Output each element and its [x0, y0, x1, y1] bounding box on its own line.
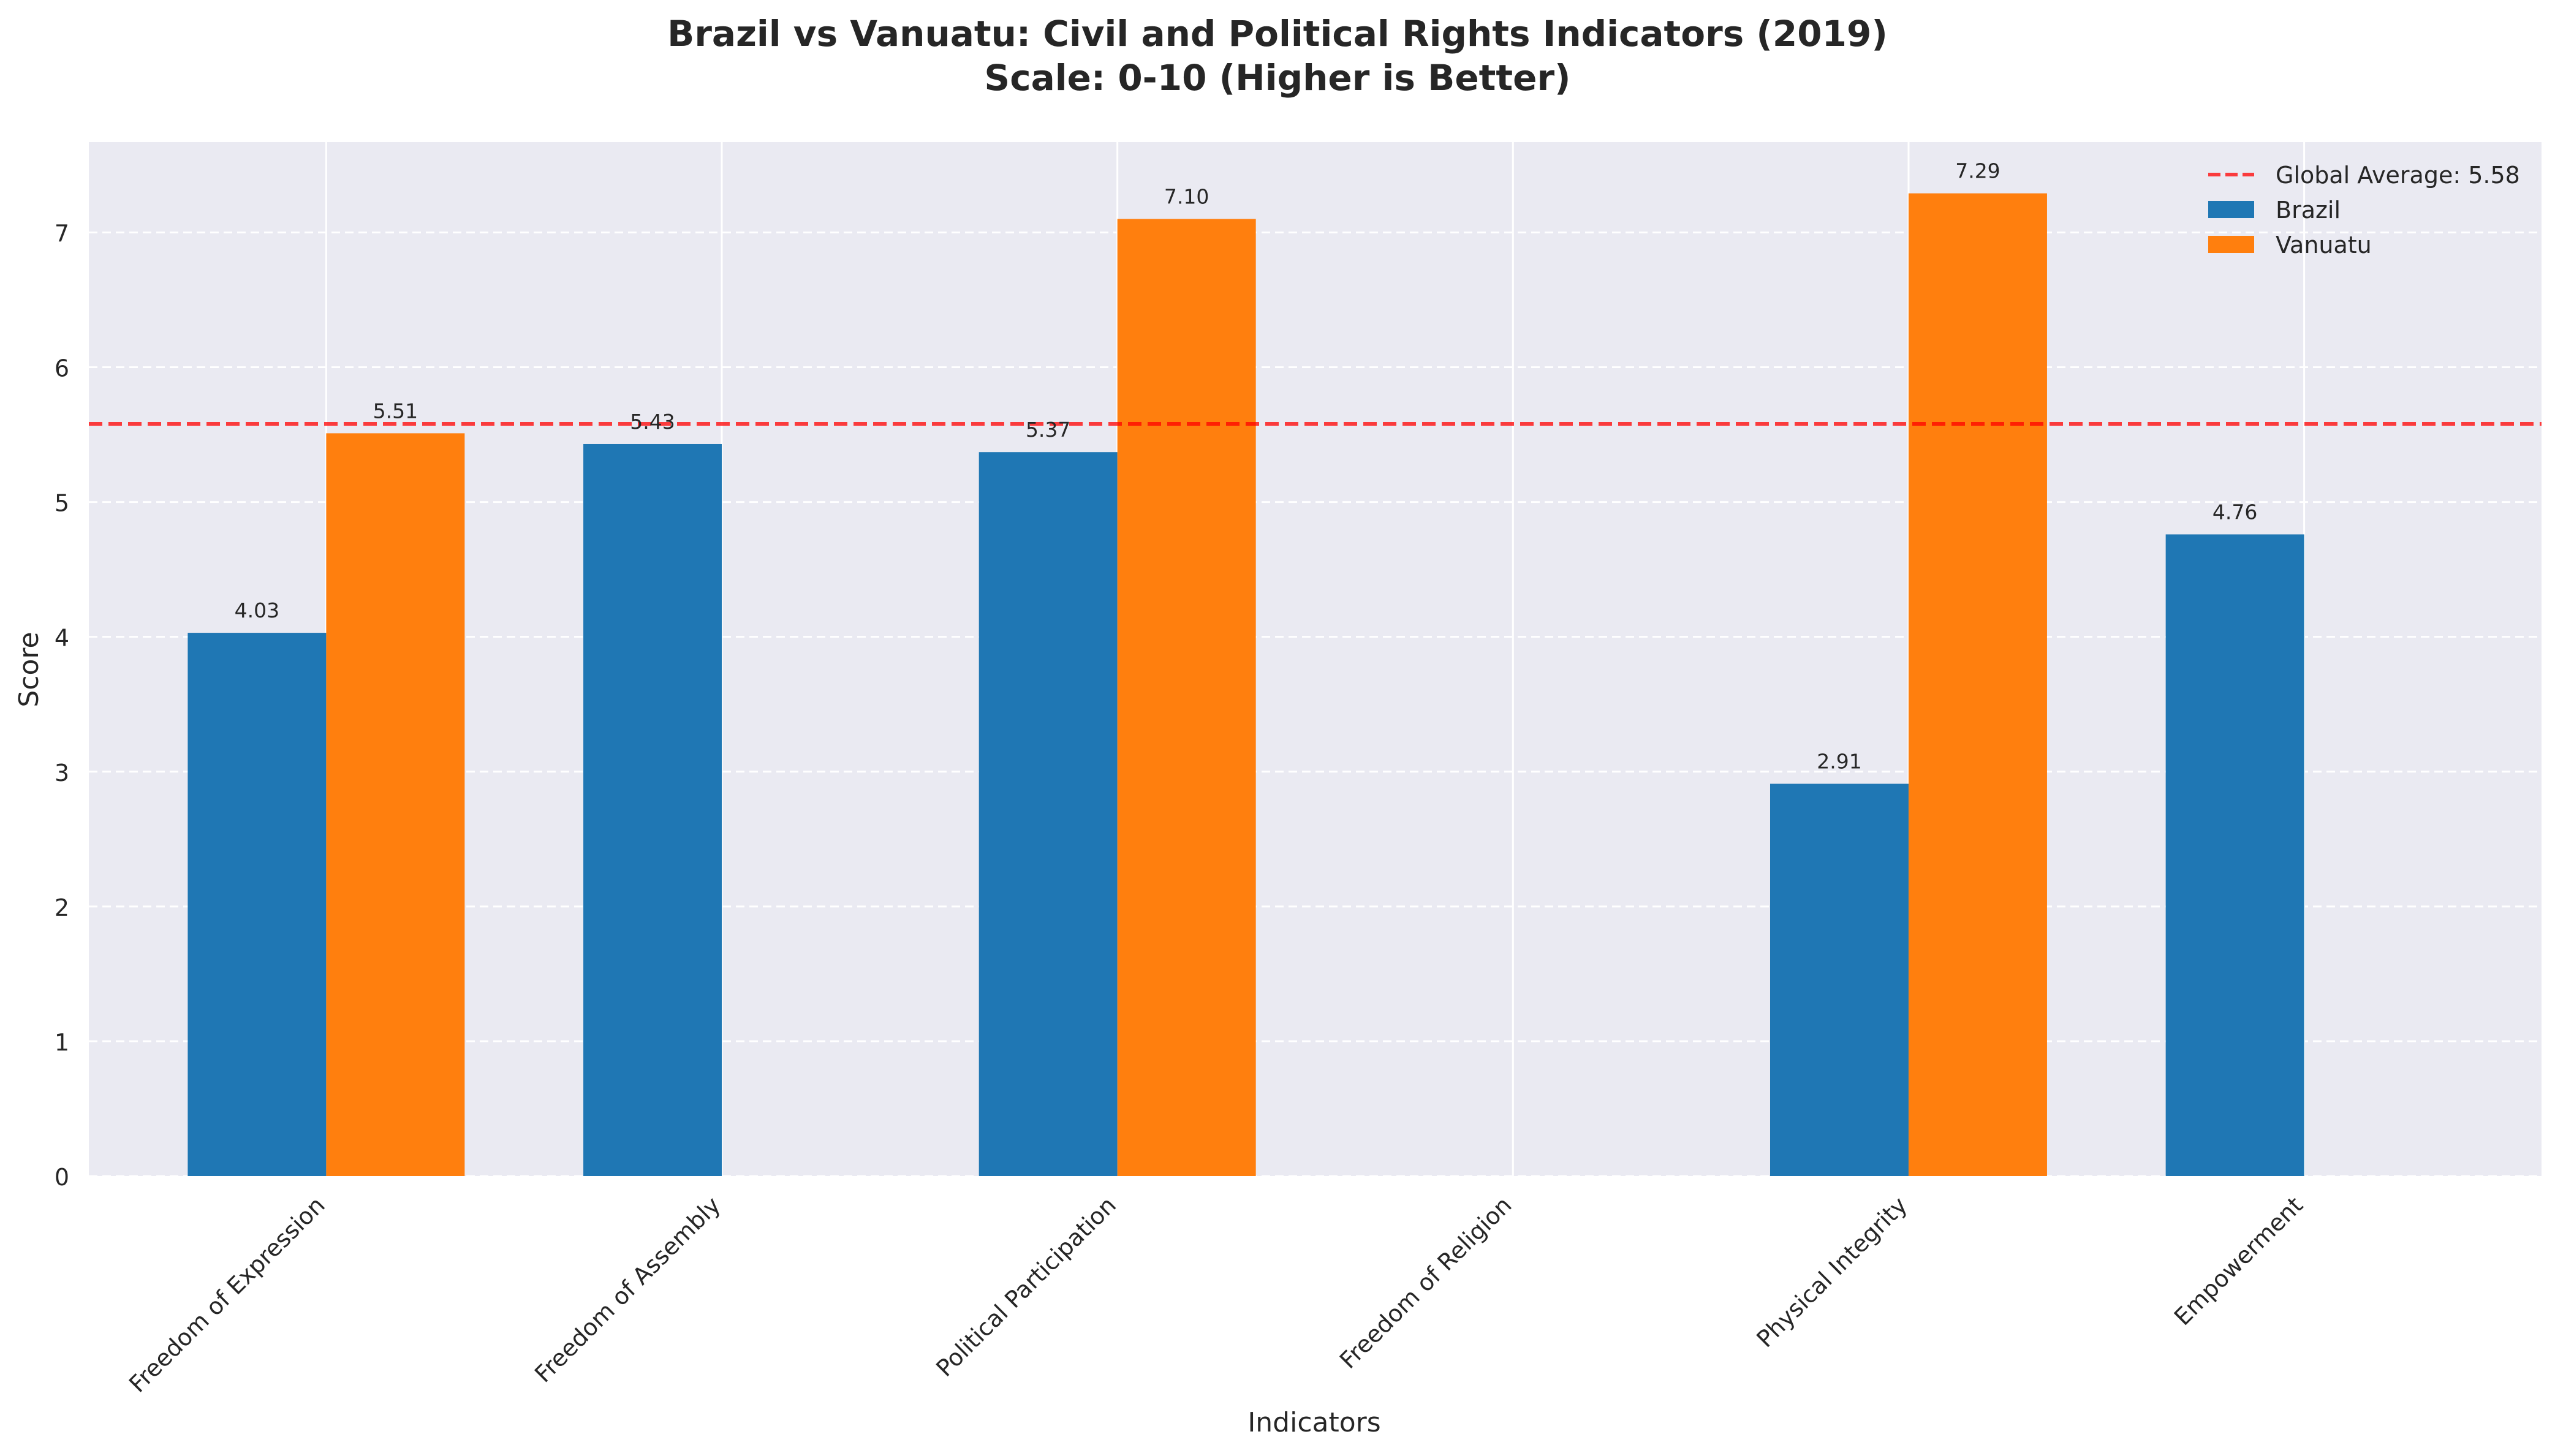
legend-swatch-vanuatu — [2208, 236, 2254, 253]
x-tick-label: Freedom of Assembly — [529, 1191, 725, 1387]
bar-value-label: 5.51 — [373, 399, 418, 423]
bar-value-label: 5.37 — [1026, 418, 1070, 442]
legend-label: Vanuatu — [2276, 232, 2372, 258]
x-tick-label: Political Participation — [931, 1191, 1121, 1382]
y-tick-label: 6 — [55, 355, 69, 382]
y-tick-label: 2 — [55, 894, 69, 921]
plot-background — [89, 142, 2542, 1176]
bar-vanuatu — [1908, 193, 2047, 1176]
bar-value-label: 7.29 — [1955, 159, 2000, 183]
x-axis-label: Indicators — [1247, 1407, 1380, 1438]
bar-value-label: 4.76 — [2212, 500, 2257, 524]
legend-swatch-brazil — [2208, 201, 2254, 218]
bar-value-label: 2.91 — [1817, 750, 1861, 774]
bar-brazil — [2165, 534, 2304, 1176]
y-tick-label: 3 — [55, 760, 69, 786]
legend-label: Global Average: 5.58 — [2276, 162, 2520, 189]
bar-brazil — [1770, 783, 1909, 1176]
x-tick-label: Empowerment — [2169, 1191, 2308, 1330]
chart-title-line-1: Brazil vs Vanuatu: Civil and Political R… — [667, 13, 1888, 55]
bar-brazil — [978, 452, 1118, 1176]
bar-brazil — [583, 443, 722, 1176]
y-tick-label: 1 — [55, 1029, 69, 1056]
y-tick-label: 4 — [55, 625, 69, 652]
x-tick-label: Freedom of Religion — [1334, 1191, 1517, 1374]
bar-brazil — [187, 633, 327, 1176]
legend-label: Brazil — [2276, 197, 2341, 224]
y-tick-label: 5 — [55, 490, 69, 517]
bar-value-label: 4.03 — [235, 598, 279, 622]
plot-area: 0 1 2 3 4 5 6 7 4.03 5.43 5.37 2.91 4.76 5.51 7.10 7.29… — [55, 142, 2542, 1398]
bar-vanuatu — [1117, 219, 1256, 1176]
y-tick-label: 0 — [55, 1164, 69, 1191]
chart-title-line-2: Scale: 0-10 (Higher is Better) — [984, 57, 1570, 99]
bar-vanuatu — [326, 433, 465, 1177]
bar-value-label: 5.43 — [630, 410, 675, 434]
x-tick-label: Physical Integrity — [1751, 1191, 1912, 1352]
y-axis-label: Score — [13, 632, 45, 707]
x-tick-label: Freedom of Expression — [124, 1191, 330, 1398]
bar-value-label: 7.10 — [1164, 184, 1209, 208]
y-tick-label: 7 — [55, 220, 69, 247]
